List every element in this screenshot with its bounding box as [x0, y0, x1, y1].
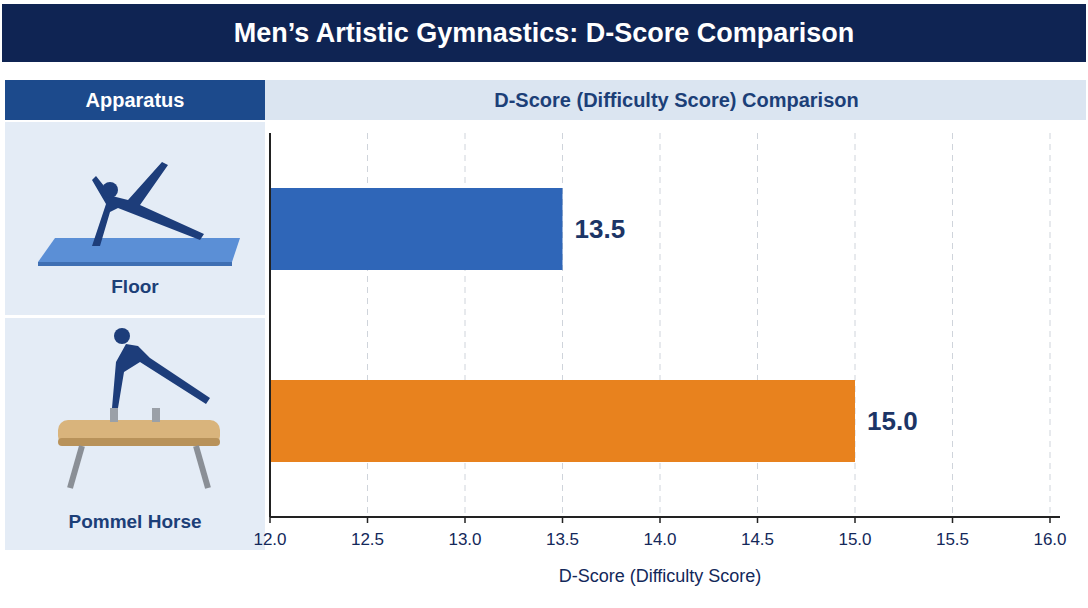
apparatus-icon	[58, 328, 220, 488]
title-bar	[2, 4, 1086, 62]
header-left	[5, 80, 265, 120]
tick-label: 16.0	[1033, 530, 1066, 549]
y-axis-line	[269, 133, 271, 517]
subtitle: D-Score (Difficulty Score) Comparison	[494, 89, 859, 111]
bar	[270, 380, 855, 462]
category-label: Pommel Horse	[68, 511, 201, 532]
floor-mat-edge	[38, 262, 232, 266]
floor-mat	[38, 238, 240, 262]
pommel-handle	[110, 408, 118, 422]
apparatus-icon	[38, 162, 240, 266]
tick-label: 13.0	[448, 530, 481, 549]
tick-label: 12.5	[351, 530, 384, 549]
pommel-body	[58, 420, 220, 446]
pommel-handle	[152, 408, 160, 422]
category-label: Floor	[111, 276, 159, 297]
gymnast-head	[102, 182, 118, 198]
tick-label: 14.5	[741, 530, 774, 549]
tick-label: 15.5	[936, 530, 969, 549]
data-label: 15.0	[867, 406, 918, 436]
bar	[270, 188, 563, 270]
data-label: 13.5	[575, 214, 626, 244]
title: Men’s Artistic Gymnastics: D-Score Compa…	[234, 18, 855, 48]
gymnast	[92, 162, 204, 246]
grid-line	[952, 133, 953, 517]
gymnast	[112, 344, 210, 408]
tick-label: 15.0	[838, 530, 871, 549]
tick-label: 14.0	[643, 530, 676, 549]
grid-line	[1050, 133, 1051, 517]
category-axis-title: Apparatus	[86, 89, 185, 111]
x-axis-title: D-Score (Difficulty Score)	[559, 566, 762, 586]
pommel-leg	[196, 446, 208, 488]
pommel-leg	[70, 446, 82, 488]
category-cell	[5, 318, 265, 550]
category-cell	[5, 122, 265, 315]
pommel-shade	[58, 438, 220, 446]
header-right	[265, 80, 1086, 120]
tick-label: 13.5	[546, 530, 579, 549]
gymnast-head	[114, 328, 130, 344]
chart-root: Men’s Artistic Gymnastics: D-Score Compa…	[0, 0, 1088, 608]
x-axis-line	[270, 516, 1060, 518]
tick-label: 12.0	[253, 530, 286, 549]
bars	[270, 188, 855, 462]
